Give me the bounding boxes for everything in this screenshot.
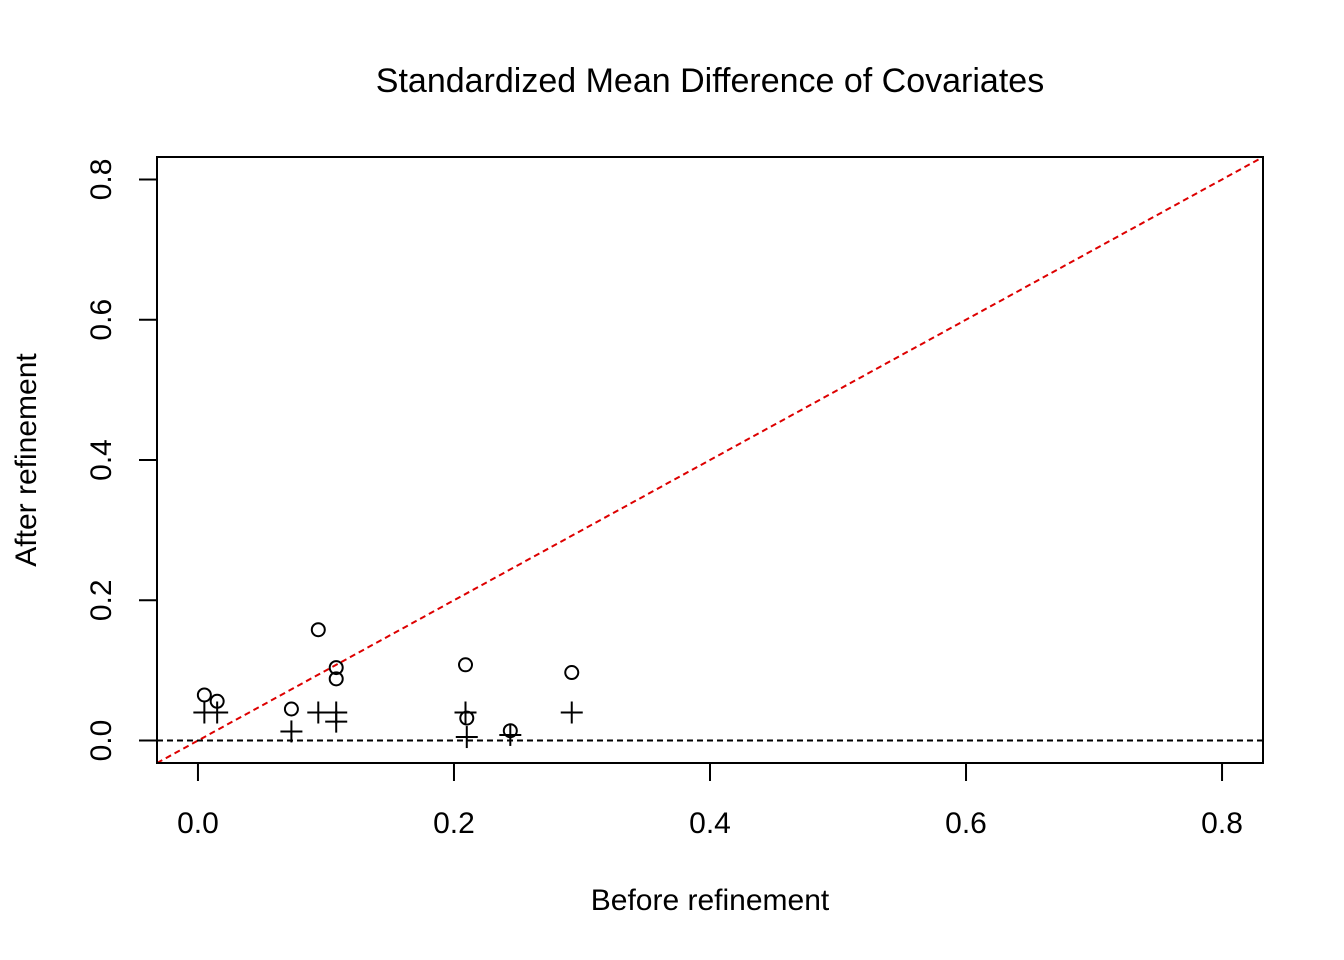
plus-point xyxy=(325,710,348,733)
y-axis-label: After refinement xyxy=(10,353,43,567)
circle-point xyxy=(564,665,580,681)
plus-point xyxy=(499,723,522,746)
plus-point xyxy=(455,726,478,749)
x-tick-label: 0.6 xyxy=(945,807,987,840)
plus-point xyxy=(560,701,583,724)
circle-point xyxy=(196,687,212,703)
plot-area xyxy=(156,156,1264,764)
x-tick-label: 0.4 xyxy=(689,807,731,840)
y-axis: 0.0 0.2 0.4 0.6 0.8 xyxy=(85,159,157,762)
circle-point xyxy=(328,660,344,676)
circle-point xyxy=(458,657,474,673)
y-tick-label: 0.2 xyxy=(85,579,118,621)
circle-point xyxy=(328,671,344,687)
circle-point xyxy=(459,710,475,726)
circle-point xyxy=(310,622,326,638)
y-tick-label: 0.6 xyxy=(85,299,118,341)
x-axis-label: Before refinement xyxy=(591,884,830,917)
x-tick-label: 0.0 xyxy=(177,807,219,840)
plus-point xyxy=(454,701,477,724)
plus-point xyxy=(206,701,229,724)
data-points xyxy=(193,622,583,749)
x-tick-label: 0.8 xyxy=(1201,807,1243,840)
chart-title: Standardized Mean Difference of Covariat… xyxy=(376,62,1044,100)
x-axis: 0.0 0.2 0.4 0.6 0.8 xyxy=(177,763,1243,840)
x-tick-label: 0.2 xyxy=(433,807,475,840)
y-tick-label: 0.0 xyxy=(85,720,118,762)
diagonal-reference-line xyxy=(157,157,1263,763)
circle-point xyxy=(283,701,299,717)
y-tick-label: 0.4 xyxy=(85,439,118,481)
plus-point xyxy=(280,720,303,743)
y-tick-label: 0.8 xyxy=(85,159,118,201)
